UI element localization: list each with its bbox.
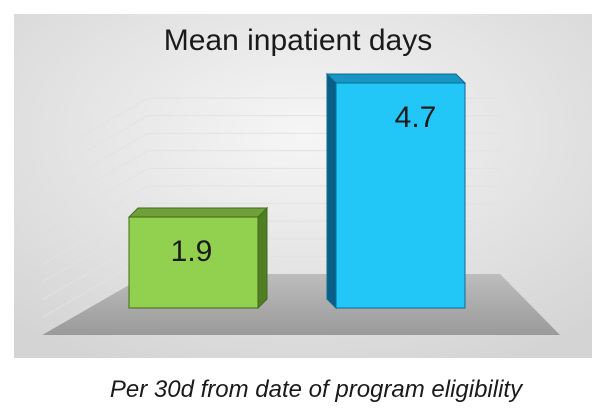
gridline-side — [41, 203, 149, 266]
data-label-group-2: 4.7 — [395, 101, 437, 134]
bar-top-group-2 — [325, 73, 467, 84]
bar-top-group-1 — [127, 207, 269, 218]
bar-side-group-1 — [257, 206, 268, 310]
bar-side-group-2 — [326, 72, 337, 310]
data-label-group-1: 1.9 — [171, 235, 213, 268]
chart-footnote: Per 30d from date of program eligibility — [110, 376, 524, 403]
bar-group-1 — [127, 206, 269, 310]
bars — [127, 72, 467, 310]
chart-title: Mean inpatient days — [164, 24, 433, 57]
gridline-side — [41, 167, 149, 230]
bar-front-group-2 — [335, 82, 466, 309]
data-labels: 1.9 4.7 — [171, 101, 437, 268]
gridline-side — [41, 185, 149, 248]
gridline-side — [41, 150, 149, 213]
gridline-side — [41, 115, 149, 178]
bar-group-2 — [325, 72, 467, 310]
gridline-side — [41, 97, 149, 160]
gridline-side — [41, 132, 149, 195]
bar-front-group-1 — [128, 216, 259, 309]
